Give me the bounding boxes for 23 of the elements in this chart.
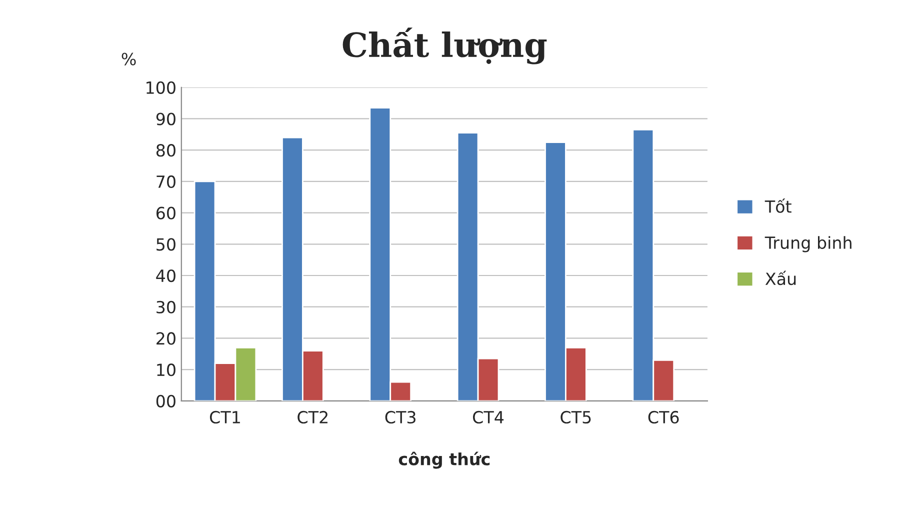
y-tick-label: 00	[156, 394, 176, 408]
legend-label: Xấu	[765, 270, 796, 286]
x-tick-label: CT1	[210, 410, 240, 424]
x-tick-label: CT2	[298, 410, 328, 424]
y-tick-label: 10	[157, 364, 176, 376]
x-tick-label: CT4	[472, 410, 504, 424]
y-axis-title: %	[122, 52, 136, 66]
y-tick-label: 20	[156, 332, 176, 345]
y-tick-label: 80	[156, 144, 176, 157]
y-tick-label: 50	[156, 238, 176, 251]
chart-title: Chất lượng	[342, 28, 547, 64]
y-tick-label: 70	[156, 175, 176, 188]
y-tick-label: 60	[156, 206, 176, 220]
y-tick-label: 40	[156, 269, 176, 282]
y-tick-label: 30	[156, 300, 176, 314]
y-tick-label: 100	[146, 81, 176, 94]
x-tick-label: CT3	[385, 410, 416, 424]
legend-label: Tốt	[764, 198, 792, 213]
y-tick-label: 90	[156, 112, 176, 126]
x-axis-title: công thức	[398, 452, 490, 469]
x-tick-label: CT6	[648, 410, 679, 424]
x-tick-label: CT5	[560, 410, 591, 424]
legend-label: Trung binh	[764, 236, 852, 252]
